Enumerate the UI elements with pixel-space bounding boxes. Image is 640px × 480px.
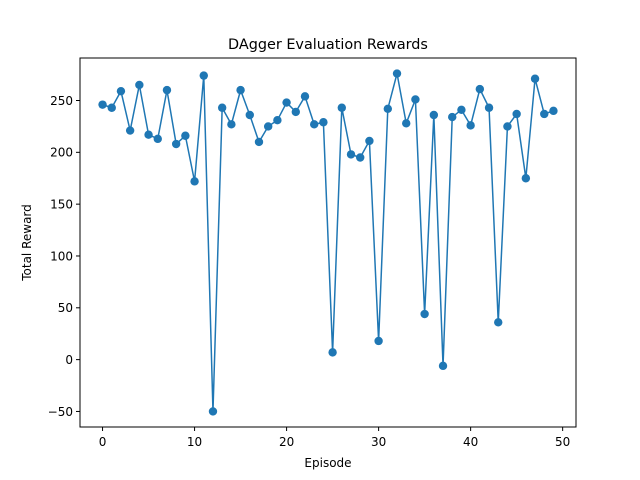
data-point — [540, 109, 549, 119]
y-tick-label: 50 — [58, 301, 73, 315]
data-point — [374, 336, 383, 346]
data-point — [466, 121, 475, 130]
y-axis: −50 0 50 100 150 200 250 — [48, 94, 80, 419]
data-point — [420, 309, 429, 319]
data-point — [153, 134, 162, 144]
data-point — [254, 137, 264, 147]
data-point — [475, 84, 485, 94]
data-point — [245, 110, 254, 120]
data-point — [448, 112, 457, 122]
data-point — [337, 103, 346, 112]
data-point — [530, 74, 540, 83]
data-point — [512, 109, 521, 119]
x-tick-label: 10 — [187, 435, 202, 449]
data-point — [319, 118, 328, 127]
data-point — [273, 115, 282, 125]
data-point — [116, 86, 126, 96]
data-point — [162, 85, 172, 95]
x-tick-label: 30 — [371, 435, 386, 449]
data-point — [144, 130, 153, 139]
data-point — [199, 71, 208, 80]
data-point — [549, 106, 558, 116]
data-point — [227, 120, 236, 129]
data-point — [171, 139, 181, 149]
data-point — [356, 153, 365, 162]
data-point — [346, 150, 356, 159]
data-point — [484, 103, 494, 112]
data-point — [365, 136, 374, 146]
plot-frame — [79, 57, 577, 428]
data-point — [217, 103, 227, 112]
x-tick-label: 40 — [463, 435, 478, 449]
data-point — [236, 85, 245, 95]
data-point — [208, 407, 218, 416]
data-point — [98, 100, 107, 109]
chart-title: DAgger Evaluation Rewards — [228, 37, 428, 53]
data-point — [125, 126, 135, 135]
data-point — [181, 131, 190, 140]
data-point — [457, 105, 466, 115]
data-point — [190, 177, 199, 186]
y-tick-label: 150 — [50, 197, 73, 211]
data-point — [429, 110, 439, 120]
y-tick-label: 100 — [50, 249, 73, 263]
y-tick-label: 250 — [50, 94, 73, 108]
y-axis-label: Total Reward — [20, 204, 34, 282]
data-point — [310, 120, 319, 129]
data-point — [402, 119, 411, 128]
data-point — [107, 103, 116, 112]
data-point — [494, 318, 503, 327]
data-point — [135, 80, 144, 90]
data-point — [282, 98, 291, 107]
data-point — [411, 95, 420, 104]
data-point — [383, 104, 393, 113]
data-point — [521, 174, 531, 183]
y-tick-label: 200 — [50, 146, 73, 160]
data-point — [291, 107, 300, 117]
data-point — [392, 69, 402, 78]
data-point — [300, 92, 310, 101]
x-tick-label: 20 — [279, 435, 294, 449]
data-point — [328, 348, 337, 357]
y-tick-label: −50 — [48, 405, 73, 419]
x-tick-label: 50 — [555, 435, 570, 449]
y-tick-label: 0 — [65, 353, 73, 367]
data-point — [438, 361, 448, 371]
data-point — [263, 122, 273, 131]
x-axis: 0 10 20 30 40 50 — [99, 427, 570, 449]
series-line — [102, 72, 554, 413]
x-tick-label: 0 — [99, 435, 107, 449]
data-point — [503, 122, 512, 131]
x-axis-label: Episode — [304, 456, 351, 470]
